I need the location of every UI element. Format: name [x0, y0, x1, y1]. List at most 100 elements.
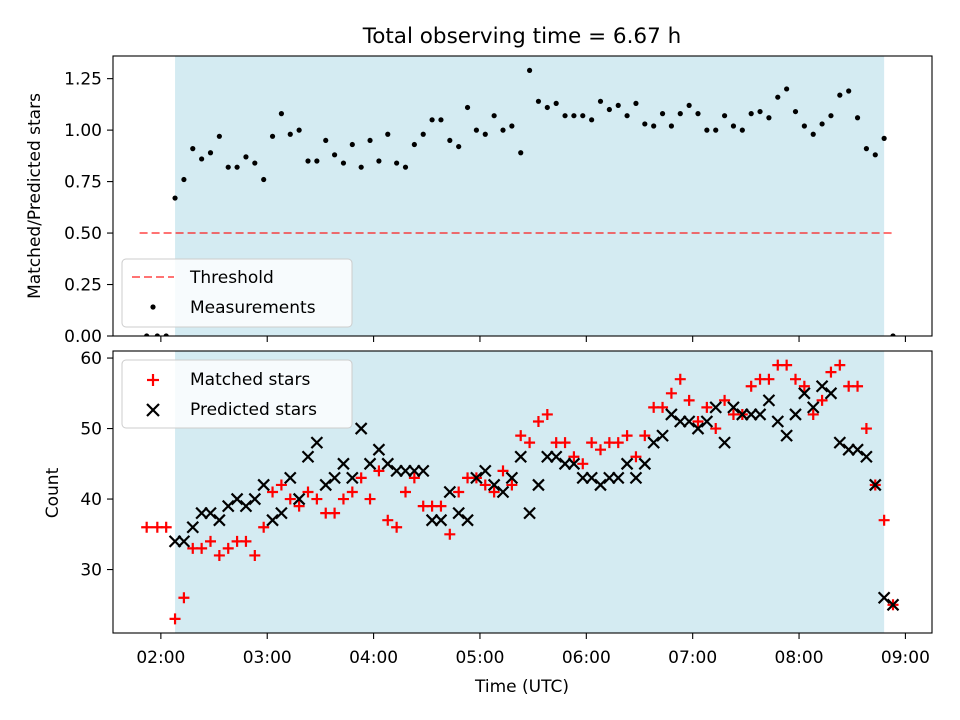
data-point	[597, 98, 604, 104]
data-point	[553, 100, 559, 106]
data-point	[296, 127, 302, 133]
data-point-x	[682, 415, 696, 428]
data-point-x	[257, 478, 270, 492]
data-point-plus	[373, 465, 385, 477]
data-point	[314, 158, 320, 164]
data-point-plus	[435, 500, 447, 512]
x-tick-label: 07:00	[668, 648, 717, 668]
data-point	[358, 164, 364, 170]
data-point-plus	[630, 451, 642, 463]
data-point-plus	[479, 479, 491, 491]
data-point	[854, 115, 861, 121]
data-point-x	[647, 436, 660, 449]
bottom-legend-box	[121, 359, 353, 429]
data-point-x	[727, 401, 740, 414]
data-point	[651, 123, 657, 129]
data-point-x	[177, 535, 191, 548]
series-predicted-stars	[168, 379, 900, 612]
data-point	[216, 133, 222, 139]
data-point-plus	[852, 380, 864, 392]
data-point	[704, 127, 710, 133]
x-tick-label: 06:00	[562, 648, 611, 668]
x-tick-label: 05:00	[455, 648, 504, 668]
data-point-x	[877, 591, 891, 605]
data-point	[402, 164, 409, 170]
data-point-plus	[400, 486, 411, 498]
legend-measurements-label: Measurements	[190, 298, 316, 318]
data-point-plus	[178, 592, 190, 604]
data-point-x	[372, 443, 386, 456]
data-point-plus	[258, 521, 270, 533]
data-point-plus	[391, 521, 403, 533]
data-point-x	[239, 499, 253, 513]
data-point	[199, 156, 205, 162]
data-point-x	[478, 464, 492, 478]
data-point-plus	[205, 535, 216, 547]
data-point-plus	[488, 486, 500, 498]
data-point	[287, 131, 293, 137]
data-point	[642, 121, 648, 127]
legend-measurements-swatch	[150, 304, 156, 310]
data-point-x	[204, 506, 217, 520]
data-point-x	[718, 436, 731, 449]
data-point-x	[860, 450, 873, 464]
data-point-plus	[586, 437, 598, 449]
data-point-x	[771, 415, 785, 428]
data-point	[243, 154, 249, 160]
data-point	[154, 333, 160, 336]
data-point-x	[665, 408, 678, 421]
data-point	[207, 150, 214, 156]
data-point-plus	[683, 394, 695, 406]
data-point-x	[443, 485, 457, 499]
data-point-plus	[595, 444, 606, 456]
data-point	[721, 113, 728, 119]
bottom-panel: 30 40 50 60 02:00 03:00 04:00 05:00 06:00 07:00 08…	[43, 349, 933, 697]
data-point	[340, 160, 347, 166]
data-point-x	[585, 471, 598, 485]
data-point-plus	[453, 486, 465, 498]
data-point-plus	[657, 401, 669, 413]
data-point-x	[709, 401, 723, 414]
data-point	[163, 333, 169, 336]
data-point	[846, 88, 852, 94]
data-point-plus	[275, 479, 287, 491]
data-point	[172, 195, 178, 201]
y-tick-label: 0.50	[64, 224, 102, 244]
data-point	[464, 104, 471, 111]
data-point	[677, 111, 683, 117]
data-point-x	[567, 457, 581, 471]
data-point-plus	[213, 549, 225, 561]
data-point-plus	[240, 535, 252, 547]
data-point-x	[753, 408, 767, 421]
data-point	[181, 176, 187, 183]
data-point-plus	[568, 451, 580, 463]
data-point-plus	[337, 493, 349, 505]
data-point	[420, 131, 426, 137]
data-point-plus	[267, 486, 279, 498]
data-point	[234, 164, 240, 170]
data-point-x	[301, 450, 315, 464]
data-point-x	[798, 387, 811, 400]
data-point-x	[496, 485, 510, 499]
data-point	[225, 164, 231, 170]
y-tick-label: 50	[80, 420, 102, 440]
data-point	[526, 67, 533, 74]
x-tick-label: 03:00	[243, 648, 292, 668]
data-point	[615, 102, 621, 109]
data-point-plus	[665, 387, 677, 399]
data-point-x	[523, 506, 536, 520]
data-point	[713, 127, 719, 133]
data-point-plus	[249, 549, 261, 561]
data-point	[305, 158, 311, 164]
data-point	[801, 123, 807, 129]
data-point-x	[292, 492, 306, 506]
data-point	[518, 150, 524, 156]
top-y-axis-label: Matched/Predicted stars	[25, 93, 45, 299]
data-point-x	[487, 478, 501, 492]
y-tick-label: 0.00	[64, 327, 102, 347]
data-point-plus	[701, 401, 713, 413]
data-point-x	[815, 379, 829, 393]
data-point-plus	[639, 430, 651, 442]
data-point-x	[691, 422, 705, 435]
